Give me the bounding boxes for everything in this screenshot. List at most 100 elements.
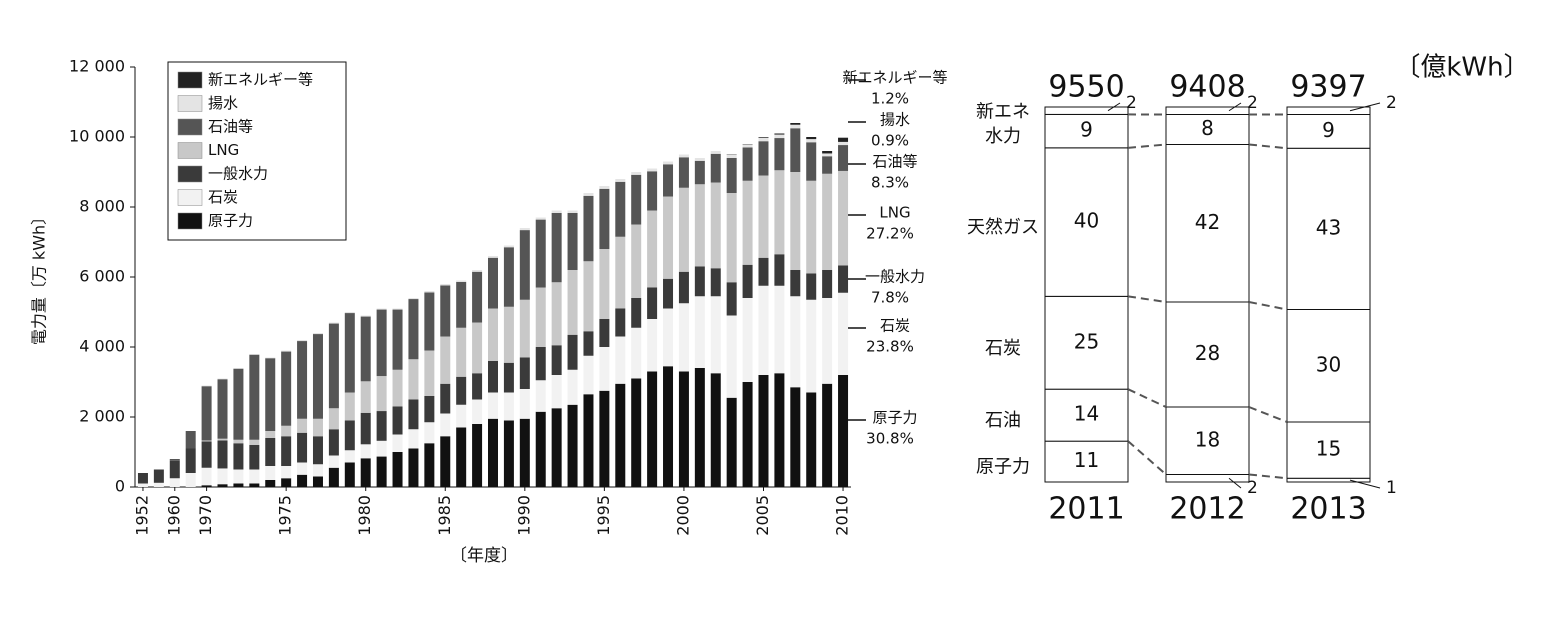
bar-segment (663, 308, 674, 367)
bar-segment (169, 478, 180, 487)
bar-segment (758, 137, 769, 142)
bar-segment (1286, 309, 1371, 423)
bar-segment (201, 485, 212, 487)
x-tick-label: 1952 (132, 495, 151, 536)
value-label: 43 (1316, 215, 1341, 239)
bar-segment (185, 473, 196, 487)
bar-segment (376, 308, 387, 310)
bar-segment (424, 292, 435, 351)
bar-segment (583, 195, 594, 262)
bar-segment (678, 157, 689, 188)
bar-segment (742, 298, 753, 382)
bar-segment (472, 373, 483, 400)
bar-segment (790, 124, 801, 129)
bar-segment (297, 340, 308, 342)
bar-segment (710, 151, 721, 154)
bar-segment (726, 158, 737, 193)
bar-segment (503, 247, 514, 307)
bar-segment (535, 380, 546, 412)
legend-label: 石油等 (208, 118, 253, 136)
bar-segment (822, 270, 833, 298)
bar-segment (806, 180, 817, 274)
bar-segment (503, 306, 514, 363)
bar-segment (678, 154, 689, 158)
bar-segment (1165, 114, 1250, 145)
bar-segment (249, 445, 260, 470)
bar-segment (551, 345, 562, 375)
bar-segment (265, 480, 276, 487)
bar-segment (551, 408, 562, 487)
legend-swatch (177, 165, 203, 183)
value-label: 42 (1195, 210, 1220, 234)
bar-segment (456, 281, 467, 328)
bar-segment (806, 137, 817, 140)
bar-segment (519, 299, 530, 358)
bar-segment (440, 285, 451, 337)
bar-segment (312, 464, 323, 477)
annotation-share: 23.8% (866, 338, 914, 356)
bar-segment (567, 270, 578, 335)
bar-segment (392, 452, 403, 487)
bar-segment (599, 249, 610, 319)
value-label: 2 (1247, 93, 1258, 113)
bar-segment (249, 439, 260, 445)
bar-segment (726, 193, 737, 283)
annotation-share: 8.3% (871, 174, 909, 192)
bar-segment (774, 285, 785, 374)
bar-segment (472, 322, 483, 374)
legend-swatch (177, 118, 203, 136)
bar-segment (790, 270, 801, 297)
bar-segment (328, 429, 339, 456)
bar-segment (503, 362, 514, 393)
value-label: 40 (1074, 209, 1099, 233)
bar-segment (1044, 440, 1129, 483)
bar-segment (265, 431, 276, 438)
bar-segment (822, 173, 833, 270)
bar-segment (631, 174, 642, 225)
bar-segment (408, 359, 419, 400)
bar-segment (583, 193, 594, 196)
bar-segment (488, 308, 498, 361)
bar-segment (615, 181, 626, 237)
value-label: 8 (1201, 116, 1214, 140)
bar-segment (376, 309, 387, 377)
bar-segment (440, 284, 451, 286)
bar-segment (472, 271, 483, 323)
category-label: 新エネ (976, 102, 1030, 123)
bar-segment (551, 210, 562, 213)
bar-segment (424, 291, 435, 293)
connector (1127, 440, 1167, 476)
bar-segment (488, 418, 498, 487)
annotation-name: 新エネルギー等 (842, 69, 947, 87)
bar-segment (822, 156, 833, 174)
y-tick-label: 8 000 (79, 197, 125, 216)
bar-segment (838, 265, 849, 293)
annotation-share: 1.2% (871, 90, 909, 108)
bar-segment (297, 418, 308, 433)
bar-segment (694, 184, 705, 267)
connector (1248, 473, 1288, 480)
x-tick-label: 1985 (435, 495, 454, 536)
bar-segment (328, 455, 339, 468)
leader-line (1349, 479, 1381, 489)
bar-segment (678, 371, 689, 487)
legend-swatch (177, 142, 203, 159)
bar-segment (472, 399, 483, 424)
bar-segment (790, 128, 801, 172)
bar-segment (519, 230, 530, 300)
bar-segment (631, 172, 642, 175)
bar-segment (281, 350, 292, 352)
bar-segment (440, 336, 451, 384)
legend-swatch (177, 212, 203, 230)
bar-segment (742, 144, 753, 148)
legend-label: 石炭 (208, 188, 238, 206)
bar-segment (217, 440, 228, 469)
bar-segment (376, 440, 387, 457)
x-tick-label: 1960 (164, 495, 183, 536)
bar-segment (233, 443, 244, 470)
bar-segment (663, 366, 674, 487)
bar-segment (838, 141, 849, 146)
bar-segment (424, 350, 435, 396)
bar-segment (615, 336, 626, 384)
bar-segment (551, 282, 562, 346)
